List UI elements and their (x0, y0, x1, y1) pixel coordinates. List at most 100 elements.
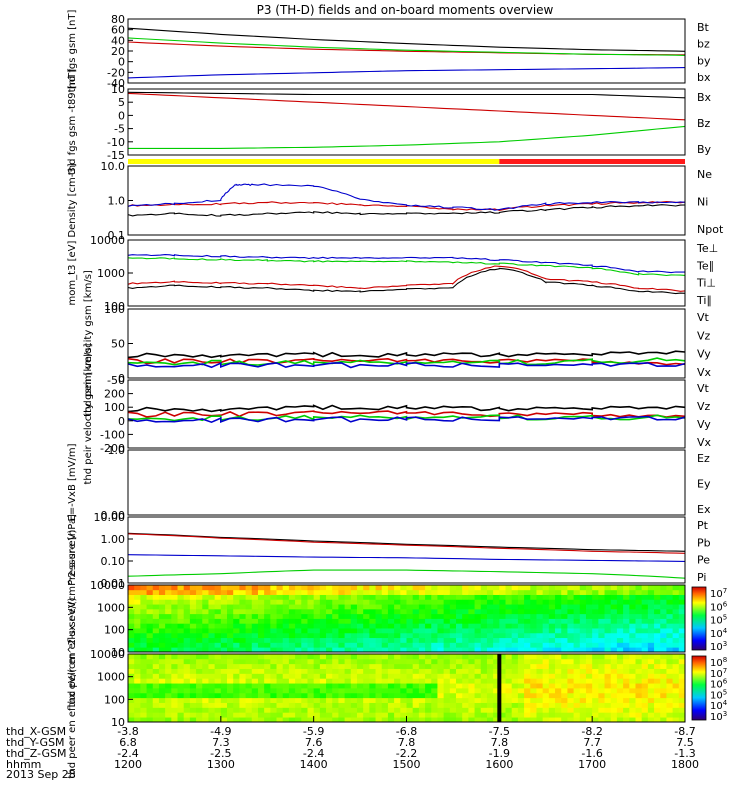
heatmap-cell (443, 589, 451, 595)
heatmap-cell (443, 673, 451, 679)
heatmap-cell (140, 692, 147, 699)
heatmap-cell (517, 618, 525, 624)
heatmap-cell (437, 678, 445, 684)
heatmap-cell (375, 717, 383, 723)
heatmap-cell (616, 712, 624, 718)
heatmap-cell (511, 642, 519, 648)
heatmap-cell (654, 642, 661, 648)
heatmap-cell (171, 613, 178, 619)
y-tick-label: 100 (104, 624, 125, 637)
heatmap-cell (140, 604, 147, 610)
heatmap-cell (499, 678, 506, 684)
heatmap-cell (499, 594, 506, 600)
heatmap-cell (128, 632, 135, 639)
heatmap-cell (394, 632, 401, 639)
heatmap-cell (561, 668, 568, 674)
heatmap-cell (585, 623, 593, 629)
heatmap-cell (220, 688, 228, 694)
heatmap-cell (486, 688, 494, 694)
heatmap-cell (641, 637, 649, 643)
heatmap-cell (517, 608, 525, 615)
heatmap-cell (233, 663, 240, 669)
mode-bar-slow (128, 159, 500, 164)
heatmap-cell (171, 594, 178, 600)
heatmap-cell (592, 697, 599, 703)
heatmap-cell (524, 647, 531, 653)
heatmap-cell (128, 683, 135, 689)
heatmap-cell (400, 663, 407, 669)
heatmap-cell (369, 647, 376, 653)
heatmap-cell (394, 692, 401, 699)
heatmap-cell (282, 599, 290, 605)
heatmap-cell (678, 668, 686, 674)
heatmap-cell (369, 668, 376, 674)
heatmap-cell (486, 613, 494, 619)
heatmap-cell (505, 697, 513, 703)
heatmap-cell (418, 589, 426, 595)
heatmap-cell (301, 668, 308, 674)
heatmap-cell (536, 613, 544, 619)
heatmap-cell (474, 673, 482, 679)
heatmap-cell (202, 594, 209, 600)
heatmap-cell (425, 673, 432, 679)
heatmap-cell (295, 654, 302, 660)
heatmap-cell (363, 608, 370, 615)
heatmap-cell (158, 632, 166, 639)
heatmap-cell (363, 702, 370, 708)
heatmap-cell (555, 688, 562, 694)
heatmap-cell (654, 702, 661, 708)
heatmap-cell (152, 589, 160, 595)
heatmap-cell (363, 613, 370, 619)
heatmap-cell (128, 712, 135, 718)
ephemeris-value: -2.4 (117, 747, 138, 760)
heatmap-cell (338, 589, 346, 595)
heatmap-cell (666, 637, 674, 643)
heatmap-cell (431, 647, 438, 653)
heatmap-cell (239, 637, 246, 643)
heatmap-cell (666, 647, 674, 653)
heatmap-cell (635, 692, 643, 699)
heatmap-cell (598, 697, 605, 703)
heatmap-cell (641, 663, 649, 669)
heatmap-cell (499, 683, 506, 689)
heatmap-cell (239, 692, 246, 699)
heatmap-cell (146, 712, 154, 718)
heatmap-cell (128, 594, 135, 600)
heatmap-cell (251, 632, 259, 639)
heatmap-cell (542, 623, 550, 629)
heatmap-cell (555, 642, 562, 648)
heatmap-cell (177, 654, 185, 660)
heatmap-cell (301, 647, 308, 653)
heatmap-cell (295, 692, 302, 699)
heatmap-cell (295, 608, 302, 615)
heatmap-cell (375, 632, 383, 639)
heatmap-cell (610, 628, 618, 634)
heatmap-cell (561, 697, 568, 703)
heatmap-cell (344, 632, 352, 639)
heatmap-cell (530, 702, 537, 708)
heatmap-cell (326, 618, 333, 624)
heatmap-cell (666, 585, 674, 591)
heatmap-cell (369, 604, 376, 610)
heatmap-cell (604, 589, 612, 595)
heatmap-cell (220, 707, 228, 713)
heatmap-cell (276, 692, 284, 699)
heatmap-cell (610, 637, 618, 643)
heatmap-cell (326, 707, 333, 713)
heatmap-cell (165, 585, 172, 591)
heatmap-cell (486, 692, 494, 699)
heatmap-cell (363, 618, 370, 624)
heatmap-cell (301, 637, 308, 643)
heatmap-cell (406, 692, 414, 699)
heatmap-cell (629, 589, 636, 595)
heatmap-cell (616, 678, 624, 684)
heatmap-cell (319, 632, 327, 639)
heatmap-cell (654, 678, 661, 684)
heatmap-cell (276, 673, 284, 679)
heatmap-cell (264, 654, 271, 660)
heatmap-cell (666, 608, 674, 615)
heatmap-cell (480, 668, 488, 674)
heatmap-cell (257, 673, 265, 679)
heatmap-cell (493, 642, 500, 648)
series-line-Te⊥ (127, 265, 686, 292)
